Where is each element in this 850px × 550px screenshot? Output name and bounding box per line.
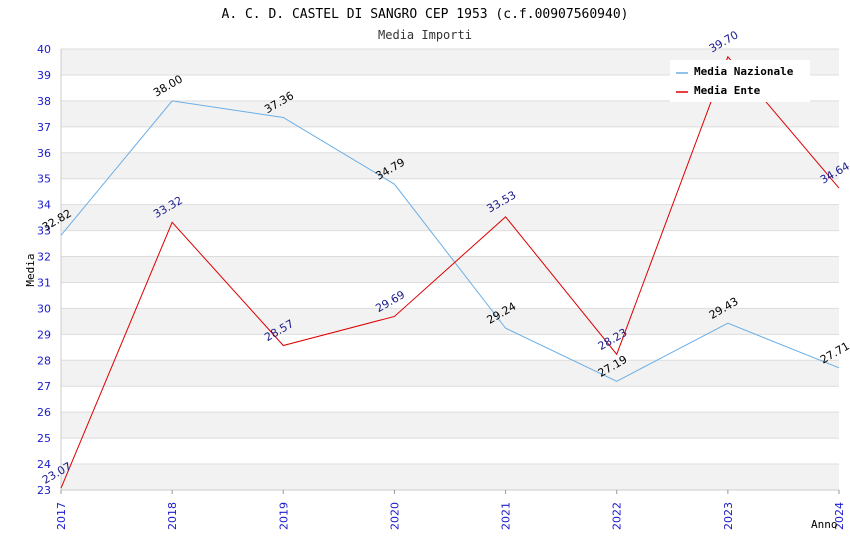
x-tick-label: 2024	[833, 502, 846, 530]
grid-band	[61, 204, 839, 231]
x-tick-label: 2019	[277, 502, 290, 530]
y-tick-label: 23	[37, 484, 51, 497]
legend-label-ente: Media Ente	[694, 84, 761, 97]
y-tick-label: 30	[37, 302, 51, 315]
legend-box	[670, 60, 810, 102]
legend: Media Nazionale Media Ente	[670, 60, 810, 102]
grid-band	[61, 152, 839, 179]
grid-band	[61, 438, 839, 465]
y-tick-label: 40	[37, 43, 51, 56]
grid-band	[61, 412, 839, 439]
x-tick-label: 2023	[722, 502, 735, 530]
grid-band	[61, 256, 839, 283]
y-tick-label: 28	[37, 354, 51, 367]
y-tick-label: 25	[37, 432, 51, 445]
y-tick-label: 33	[37, 225, 51, 238]
grid-band	[61, 334, 839, 361]
y-tick-label: 31	[37, 276, 51, 289]
y-axis-label: Media	[24, 253, 37, 286]
y-tick-label: 24	[37, 458, 51, 471]
grid-band	[61, 282, 839, 309]
series-lines	[60, 55, 840, 489]
y-tick-label: 27	[37, 380, 51, 393]
grid-band	[61, 100, 839, 127]
grid-bands	[60, 48, 839, 491]
y-tick-label: 39	[37, 69, 51, 82]
y-axis-ticks: 23 24 25 26 27 28 29 30 31 32 33 34 35 36 37 38 39 40	[37, 43, 51, 497]
y-tick-label: 38	[37, 95, 51, 108]
y-tick-label: 35	[37, 173, 51, 186]
grid-band	[61, 360, 839, 387]
y-tick-label: 26	[37, 406, 51, 419]
y-tick-label: 29	[37, 328, 51, 341]
y-tick-label: 36	[37, 147, 51, 160]
grid-band	[61, 464, 839, 490]
chart-title: A. C. D. CASTEL DI SANGRO CEP 1953 (c.f.…	[222, 7, 629, 22]
x-tick-label: 2020	[388, 502, 401, 530]
legend-label-nazionale: Media Nazionale	[694, 65, 794, 78]
grid-band	[61, 178, 839, 205]
y-tick-label: 37	[37, 121, 51, 134]
grid-band	[61, 126, 839, 153]
grid-band	[61, 230, 839, 257]
x-axis-ticks: 2017 2018 2019 2020 2021 2022 2023 2024	[55, 490, 846, 530]
x-axis-label: Anno	[811, 518, 838, 531]
series-line-nazionale	[60, 100, 840, 382]
grid-band	[61, 308, 839, 335]
series-line-ente	[60, 55, 840, 489]
x-tick-label: 2022	[611, 502, 624, 530]
x-tick-label: 2018	[166, 502, 179, 530]
y-tick-label: 32	[37, 251, 51, 264]
y-tick-label: 34	[37, 199, 51, 212]
x-tick-label: 2021	[500, 502, 513, 530]
chart-subtitle: Media Importi	[378, 28, 472, 42]
grid-band	[61, 386, 839, 413]
x-tick-label: 2017	[55, 502, 68, 530]
